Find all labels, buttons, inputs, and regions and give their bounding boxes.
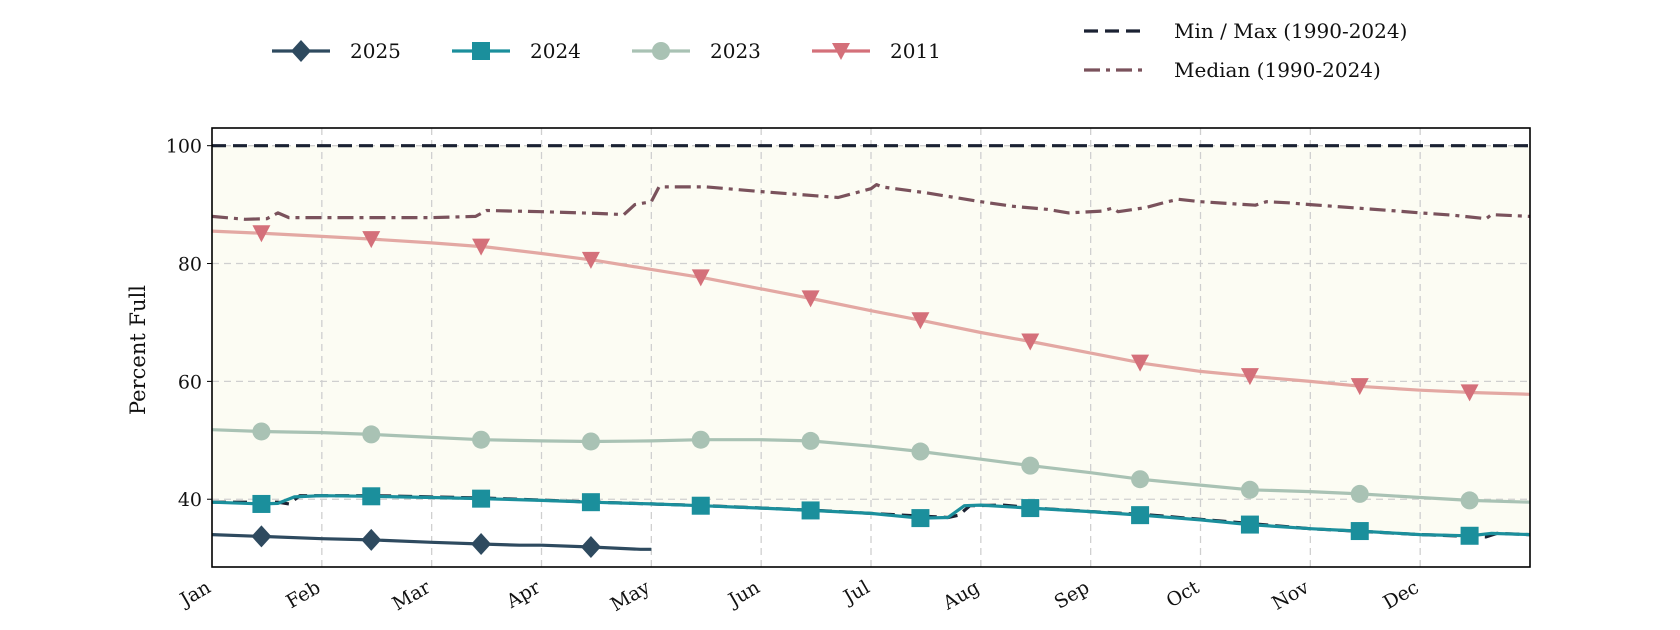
y-axis-title: Percent Full <box>126 285 150 415</box>
series-marker-2024 <box>1131 506 1150 525</box>
series-marker-2011 <box>1021 333 1040 351</box>
x-tick-label: Sep <box>1051 576 1094 613</box>
series-marker-2024 <box>362 487 381 506</box>
legend-marker <box>832 43 850 60</box>
legend-label: Min / Max (1990-2024) <box>1174 19 1407 43</box>
x-tick-label: May <box>607 576 654 616</box>
series-line-median-1990-2024- <box>211 183 1531 221</box>
legend-marker <box>291 40 311 62</box>
x-tick-label: Jul <box>838 576 873 609</box>
series-marker-2023 <box>1131 470 1150 489</box>
series-marker-2011 <box>911 312 930 330</box>
x-tick-label: Feb <box>283 576 325 613</box>
series-marker-2023 <box>252 422 271 441</box>
series-marker-2023 <box>1240 480 1259 499</box>
series-marker-2025 <box>361 528 382 551</box>
legend-label: Median (1990-2024) <box>1174 58 1381 82</box>
x-tick-label: Jun <box>723 576 764 612</box>
series-marker-2023 <box>362 425 381 444</box>
series-marker-2011 <box>252 225 271 243</box>
y-tick-label: 80 <box>178 254 202 276</box>
series-marker-2023 <box>911 442 930 461</box>
legend-label: 2024 <box>530 39 581 63</box>
x-tick-label: Apr <box>502 576 545 613</box>
series-marker-2011 <box>581 251 600 269</box>
series-marker-2024 <box>472 489 491 508</box>
series-marker-2011 <box>1240 368 1259 386</box>
series-marker-2023 <box>1021 456 1040 475</box>
series-marker-2023 <box>1350 484 1369 503</box>
series-marker-2024 <box>1350 522 1369 541</box>
series-marker-2025 <box>580 535 601 558</box>
x-tick-label: Aug <box>938 576 983 615</box>
series-marker-2023 <box>581 432 600 451</box>
series-line-2011 <box>211 229 1531 396</box>
series-marker-2011 <box>1460 384 1479 402</box>
series-marker-2024 <box>581 493 600 512</box>
series-marker-2024 <box>1460 526 1479 545</box>
x-tick-label: Oct <box>1163 576 1204 612</box>
legend-label: 2023 <box>710 39 761 63</box>
x-tick-label: Mar <box>389 576 435 615</box>
series-line-2023 <box>211 428 1531 504</box>
series-marker-2024 <box>801 501 820 520</box>
series-marker-2011 <box>362 231 381 249</box>
series-marker-2024 <box>691 496 710 515</box>
series-marker-2011 <box>1350 378 1369 396</box>
series-marker-2023 <box>472 430 491 449</box>
series-marker-2023 <box>1460 491 1479 510</box>
y-tick-label: 40 <box>178 489 202 511</box>
y-tick-label: 60 <box>178 371 202 393</box>
series-marker-2023 <box>801 431 820 450</box>
series-marker-2023 <box>691 430 710 449</box>
legend-marker <box>472 42 490 60</box>
series-marker-2024 <box>252 494 271 513</box>
x-tick-label: Nov <box>1268 576 1313 615</box>
series-marker-2011 <box>1131 354 1150 372</box>
series-marker-2024 <box>1021 499 1040 518</box>
series-marker-2025 <box>471 533 492 556</box>
x-tick-label: Dec <box>1380 576 1423 614</box>
y-tick-label: 100 <box>166 136 202 158</box>
legend-label: 2011 <box>890 39 941 63</box>
x-tick-label: Jan <box>175 576 215 612</box>
series-marker-2024 <box>1240 515 1259 534</box>
series-marker-2011 <box>801 290 820 308</box>
series-marker-2011 <box>691 269 710 287</box>
legend-label: 2025 <box>350 39 401 63</box>
min-max-band <box>212 145 1530 537</box>
series-marker-2025 <box>251 525 272 548</box>
series-marker-2024 <box>911 509 930 528</box>
legend-marker <box>652 42 670 60</box>
series-marker-2011 <box>472 238 491 256</box>
plot-frame <box>211 127 1531 568</box>
